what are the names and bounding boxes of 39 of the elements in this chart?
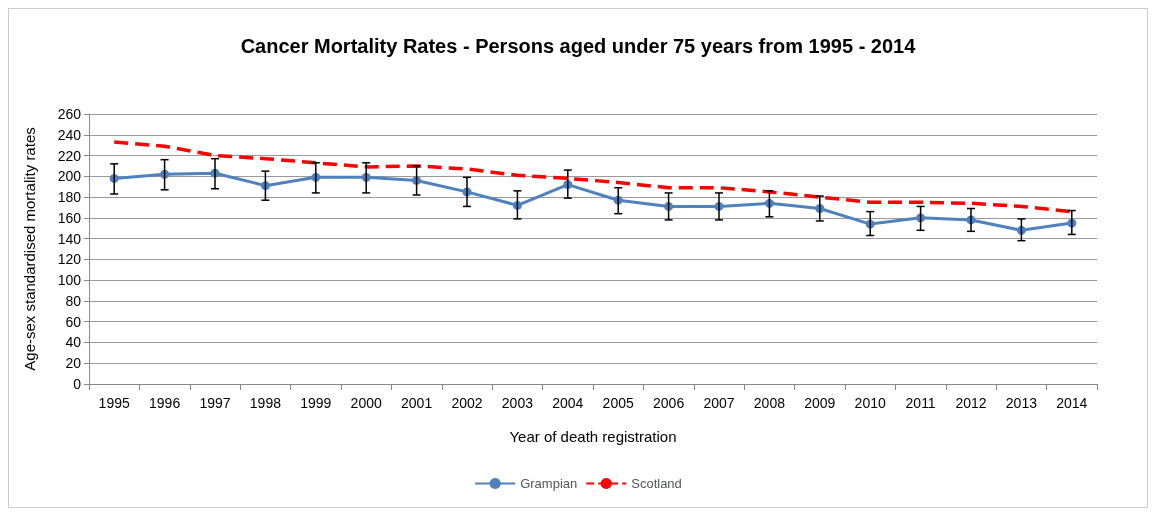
- y-tick-label: 80: [65, 292, 82, 309]
- x-tick-label: 1995: [98, 395, 130, 411]
- x-tick-label: 2014: [1056, 395, 1088, 411]
- x-tick-label: 2001: [401, 395, 433, 411]
- y-tick-label: 180: [57, 189, 82, 206]
- y-tick-label: 40: [65, 334, 82, 351]
- x-tick-label: 1998: [249, 395, 282, 411]
- y-tick-label: 140: [57, 230, 82, 247]
- x-tick-label: 2008: [753, 395, 786, 411]
- x-tick-label: 2006: [653, 395, 685, 411]
- y-tick-label: 0: [73, 376, 82, 392]
- x-tick-label: 2003: [501, 395, 534, 411]
- x-tick-label: 1999: [300, 395, 332, 411]
- y-tick-label: 60: [65, 313, 82, 330]
- y-tick-label: 120: [57, 251, 82, 268]
- x-axis-title: Year of death registration: [509, 428, 677, 445]
- x-tick-label: 2002: [451, 395, 483, 411]
- y-tick-label: 260: [57, 106, 82, 122]
- x-tick-label: 1997: [199, 395, 231, 411]
- x-tick-label: 2012: [955, 395, 987, 411]
- legend-label: Grampian: [520, 476, 578, 491]
- y-axis-title: Age-sex standardised mortality rates: [21, 127, 38, 371]
- y-tick-label: 160: [57, 209, 82, 226]
- x-tick-label: 2005: [602, 395, 634, 411]
- y-tick-label: 100: [57, 272, 82, 289]
- x-tick-label: 2013: [1005, 395, 1038, 411]
- y-tick-label: 220: [57, 147, 82, 164]
- x-tick-label: 2010: [854, 395, 886, 411]
- x-tick-label: 2004: [552, 395, 584, 411]
- x-tick-label: 2009: [804, 395, 836, 411]
- x-tick-label: 2000: [350, 395, 382, 411]
- legend-label: Scotland: [631, 476, 682, 491]
- chart-title: Cancer Mortality Rates - Persons aged under 75 years from 1995 - 2014: [240, 35, 917, 57]
- x-tick-label: 2011: [905, 395, 936, 411]
- x-tick-label: 1996: [149, 395, 181, 411]
- y-tick-label: 200: [57, 168, 82, 185]
- y-tick-label: 20: [65, 355, 82, 372]
- x-tick-label: 2007: [703, 395, 735, 411]
- y-tick-label: 240: [57, 126, 82, 143]
